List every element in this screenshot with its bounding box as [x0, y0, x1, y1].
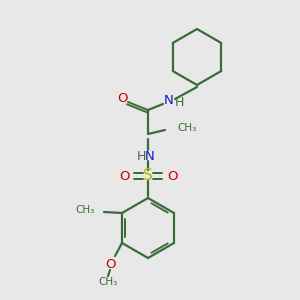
Text: O: O	[119, 169, 129, 182]
Text: O: O	[118, 92, 128, 104]
Text: N: N	[145, 149, 155, 163]
Text: CH₃: CH₃	[98, 277, 118, 287]
Text: O: O	[105, 259, 115, 272]
Text: N: N	[164, 94, 174, 107]
Text: H: H	[174, 95, 184, 109]
Text: S: S	[143, 169, 153, 184]
Text: CH₃: CH₃	[76, 205, 95, 215]
Text: O: O	[167, 169, 177, 182]
Text: H: H	[136, 149, 146, 163]
Text: CH₃: CH₃	[177, 123, 196, 133]
